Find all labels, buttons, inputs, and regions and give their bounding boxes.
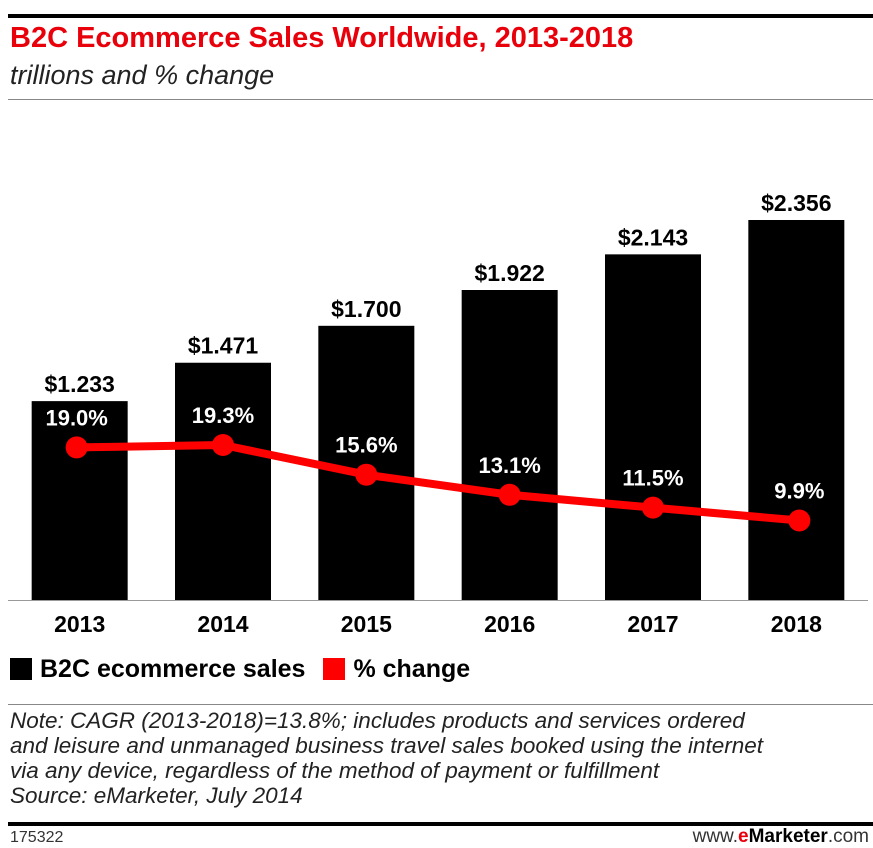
bar-value-label: $2.143	[618, 224, 688, 250]
change-point-2013	[65, 436, 88, 459]
x-tick-label: 2016	[484, 611, 535, 637]
change-line	[76, 441, 800, 525]
note-line: via any device, regardless of the method…	[10, 758, 660, 783]
legend-label-change: % change	[353, 654, 471, 683]
bar-value-label: $2.356	[761, 190, 831, 216]
change-value-label: 13.1%	[478, 453, 540, 478]
header-divider	[8, 99, 873, 100]
chart-title: B2C Ecommerce Sales Worldwide, 2013-2018	[10, 22, 634, 54]
site-brand-e: e	[738, 826, 749, 847]
chart-subtitle: trillions and % change	[10, 60, 275, 90]
x-tick-label: 2017	[627, 611, 678, 637]
chart-canvas: $1.233 2013 $1.471 2014 $1.700 2015 $1.922 2016…	[8, 190, 868, 637]
note-line: and leisure and unmanaged business trave…	[10, 733, 764, 758]
site-credit: www.eMarketer.com	[693, 826, 869, 848]
legend-swatch-sales	[10, 658, 32, 680]
chart-note: Note: CAGR (2013-2018)=13.8%; includes p…	[10, 708, 870, 808]
change-value-label: 15.6%	[335, 433, 397, 458]
legend-item-change: % change	[323, 655, 470, 684]
x-tick-label: 2013	[54, 611, 105, 637]
bar-2017	[605, 254, 701, 600]
legend-swatch-change	[323, 658, 346, 680]
bar-value-label: $1.922	[474, 260, 544, 286]
x-tick-label: 2014	[197, 611, 248, 637]
bottom-rule	[8, 822, 873, 826]
bar-2016	[461, 290, 558, 600]
bar-value-label: $1.471	[188, 333, 259, 359]
bar-2014	[175, 362, 271, 600]
legend: B2C ecommerce sales % change	[10, 654, 488, 684]
bar-2013	[31, 401, 128, 600]
x-tick-label: 2018	[771, 611, 822, 637]
change-value-label: 19.0%	[45, 405, 107, 430]
change-point-2014	[212, 434, 234, 456]
site-brand: Marketer	[748, 826, 828, 847]
bar-2018	[748, 220, 845, 600]
site-suffix: .com	[827, 826, 869, 847]
change-point-2016	[498, 483, 521, 506]
top-rule	[8, 14, 873, 18]
source-line: Source: eMarketer, July 2014	[10, 783, 303, 808]
change-value-label: 11.5%	[622, 466, 683, 491]
x-tick-label: 2015	[341, 611, 392, 637]
change-value-label: 19.3%	[192, 403, 254, 428]
bar-value-label: $1.233	[44, 371, 114, 397]
change-point-2015	[355, 463, 378, 486]
chart-id: 175322	[10, 829, 64, 846]
change-value-label: 9.9%	[774, 478, 824, 503]
change-point-2018	[788, 509, 811, 532]
bar-value-label: $1.700	[331, 296, 401, 322]
legend-item-sales: B2C ecommerce sales	[10, 655, 305, 684]
note-line: Note: CAGR (2013-2018)=13.8%; includes p…	[10, 708, 745, 733]
legend-label-sales: B2C ecommerce sales	[40, 654, 306, 683]
site-prefix: www.	[692, 826, 739, 847]
legend-divider	[8, 704, 873, 705]
change-point-2017	[642, 496, 664, 519]
bar-2015	[318, 325, 415, 600]
